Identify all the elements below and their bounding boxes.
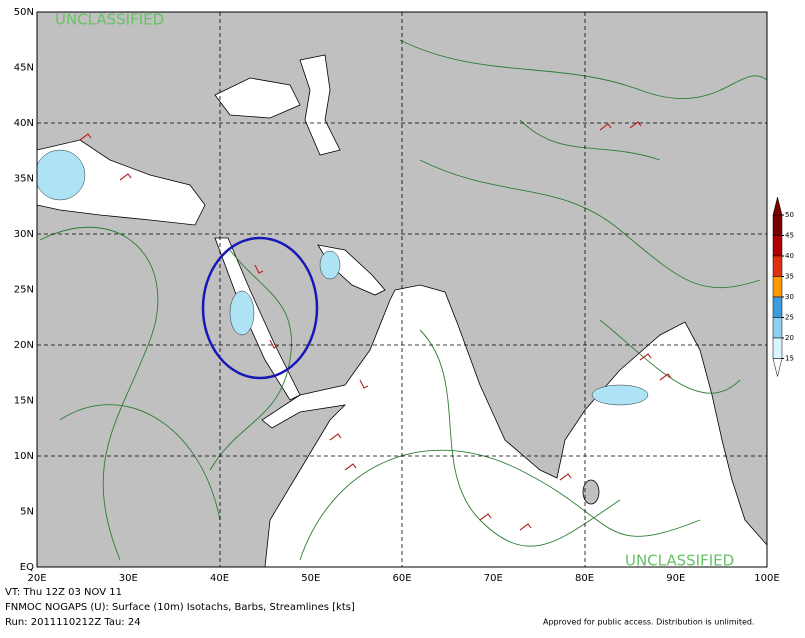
lon-labels: 20E 30E 40E 50E 60E 70E 80E 90E 100E [27,573,779,584]
isotach-patch [229,290,255,336]
run: Run: 2011110212Z Tau: 24 [5,617,141,628]
map-area [37,12,767,567]
streamline [299,449,701,561]
lon-label: 100E [754,573,779,584]
lat-label: 35N [14,174,34,185]
colorbar-segment [772,296,783,318]
lat-label: 40N [14,118,34,129]
colorbar-label: 50 [785,211,794,219]
colorbar-label: 15 [785,355,794,363]
lat-label: 10N [14,451,34,462]
colorbar-segment [772,317,783,339]
lon-label: 70E [484,573,503,584]
lat-labels: 50N 45N 40N 35N 30N 25N 20N 15N 10N 5N EQ [14,7,34,573]
colorbar: 50 45 40 35 30 25 20 15 [772,196,794,377]
classification: UNCLASSIFIED [625,552,734,570]
isotach-patch [591,384,649,406]
wind-barb [79,121,672,531]
lat-label: EQ [20,562,34,573]
colorbar-label: 40 [785,252,794,260]
lon-label: 50E [301,573,320,584]
product: FNMOC NOGAPS (U): Surface (10m) Isotachs… [5,602,355,613]
streamline [209,249,292,471]
lat-label: 5N [20,507,34,518]
colorbar-label: 30 [785,293,794,301]
colorbar-segment [772,214,783,236]
colorbar-cap [772,358,783,377]
lon-label: 80E [575,573,594,584]
streamline [59,404,221,521]
lat-label: 50N [14,7,34,18]
lat-label: 20N [14,340,34,351]
black-sea [214,77,301,119]
streamline [419,329,621,547]
sri-lanka [582,479,600,505]
lon-label: 90E [666,573,685,584]
isotach-patch [319,250,341,280]
streamline [399,39,767,100]
colorbar-label: 20 [785,334,794,342]
classification: UNCLASSIFIED [55,11,164,29]
streamline [519,119,661,161]
lon-label: 20E [27,573,46,584]
caspian-sea [299,54,341,156]
highlight-circle [201,236,319,380]
lon-label: 60E [392,573,411,584]
colorbar-segment [772,276,783,298]
colorbar-label: 35 [785,273,794,281]
colorbar-label: 45 [785,232,794,240]
indian-ocean [261,284,767,567]
map-frame [36,11,768,568]
streamline [39,226,159,561]
lat-label: 30N [14,229,34,240]
lon-label: 30E [119,573,138,584]
streamline [419,159,761,289]
colorbar-segment [772,337,783,359]
valid-time: VT: Thu 12Z 03 NOV 11 [5,587,122,598]
colorbar-segment [772,235,783,257]
lat-label: 25N [14,285,34,296]
colorbar-cap [772,196,783,216]
lon-label: 40E [210,573,229,584]
lat-label: 45N [14,63,34,74]
isotach-patch [37,149,86,201]
approval: Approved for public access. Distribution… [543,618,755,627]
colorbar-segment [772,255,783,277]
colorbar-label: 25 [785,314,794,322]
lat-label: 15N [14,396,34,407]
streamline [599,319,741,394]
